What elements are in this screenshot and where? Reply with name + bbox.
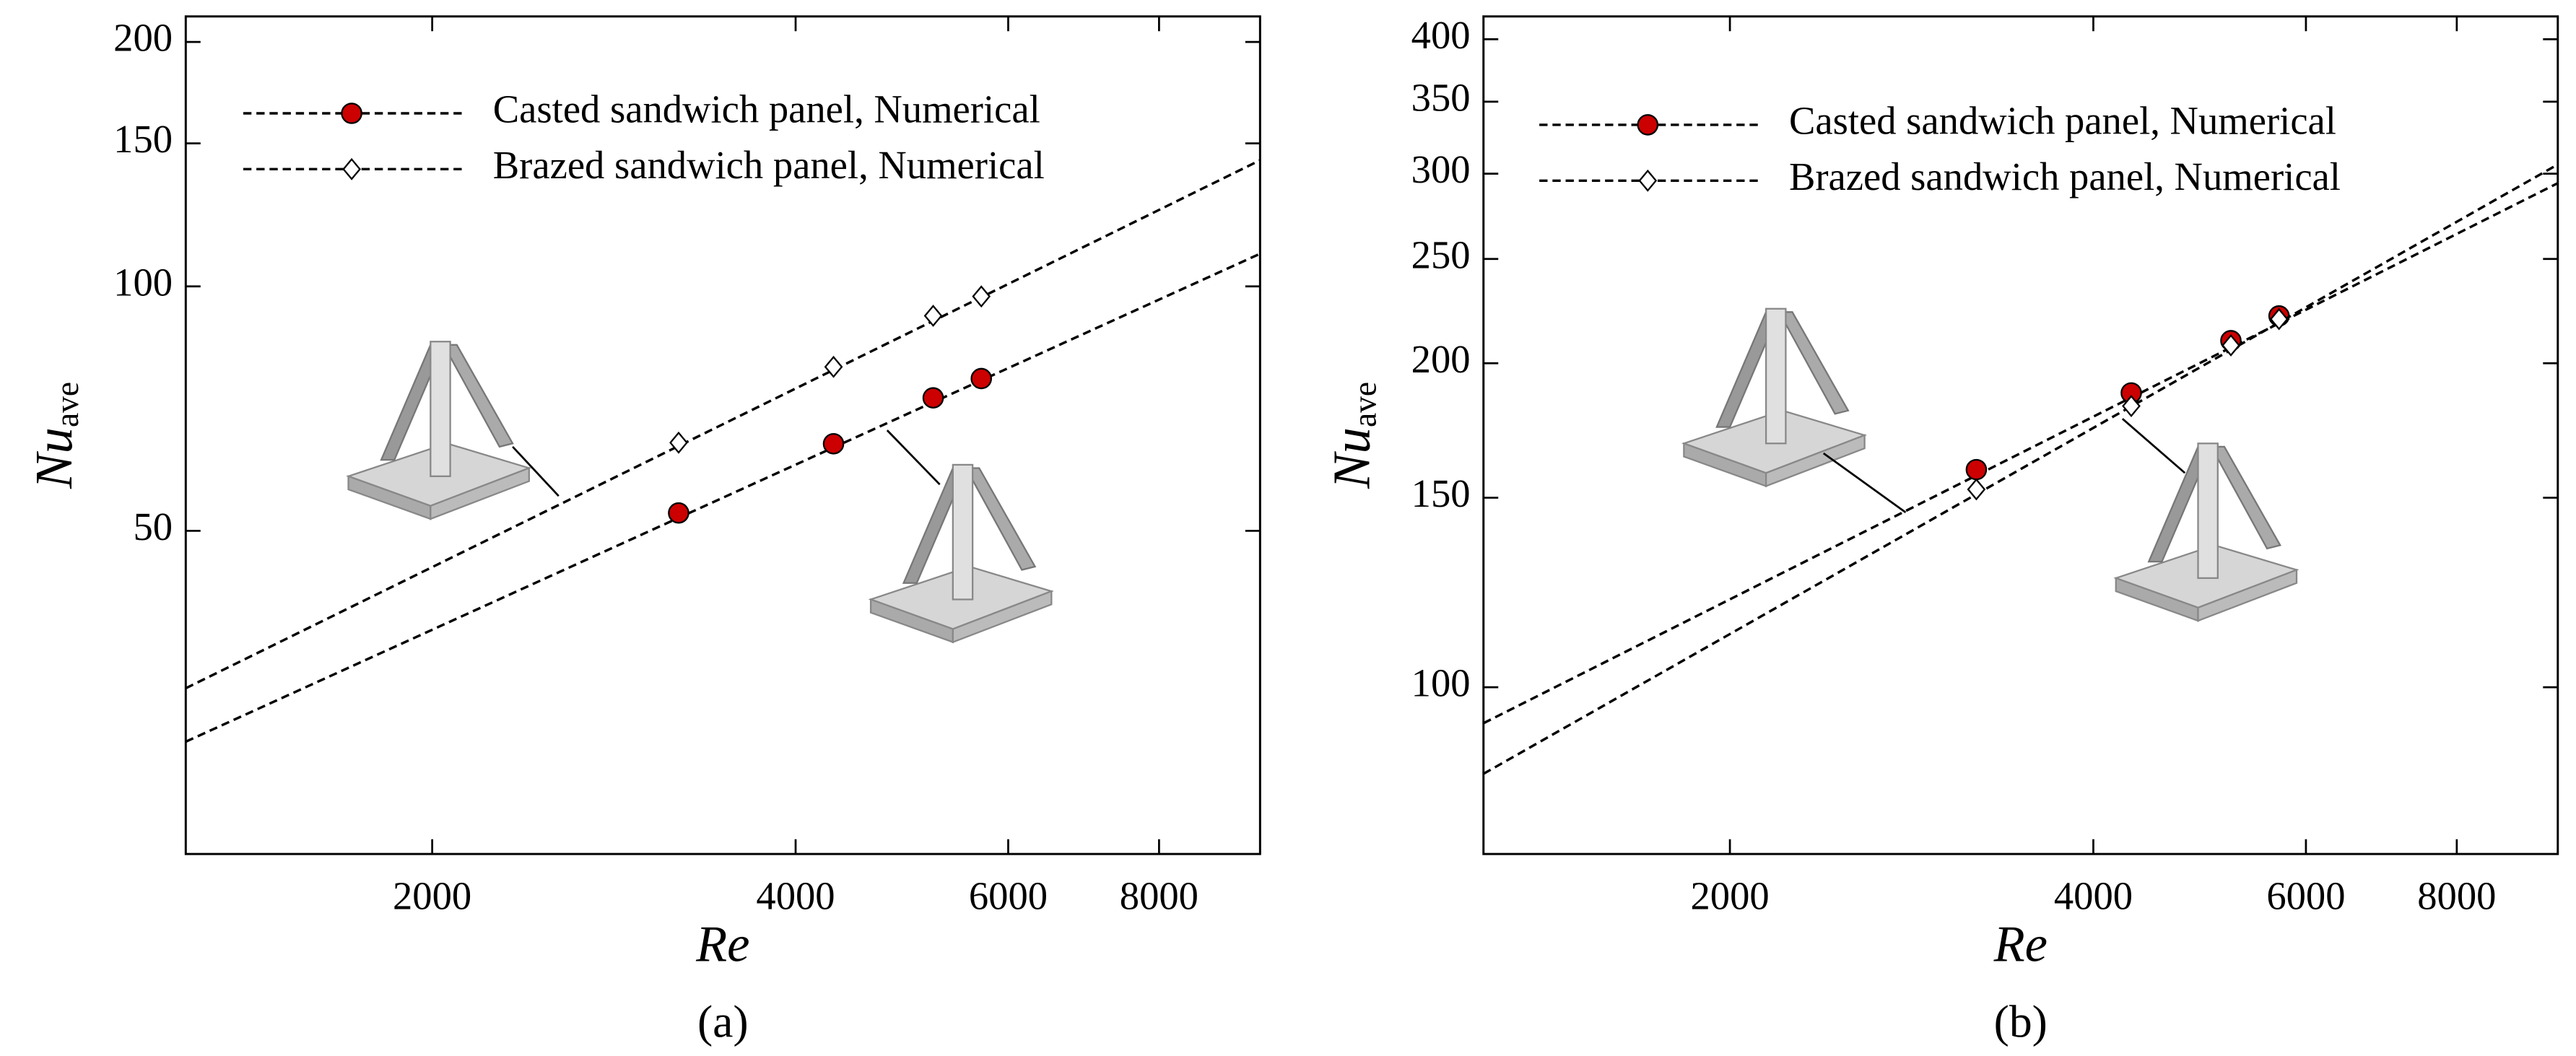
x-tick-label: 8000 (1120, 873, 1198, 917)
x-tick-label: 8000 (2417, 873, 2496, 917)
legend-label: Casted sandwich panel, Numerical (1789, 98, 2336, 142)
y-tick-label: 200 (1411, 337, 1471, 381)
y-axis-label-sub: ave (48, 382, 85, 427)
data-point (1965, 458, 1988, 481)
x-axis-label: Re (695, 916, 749, 972)
legend-marker (1637, 114, 1659, 136)
illustration (347, 307, 2298, 643)
fit-line (1482, 182, 2559, 725)
data-point (822, 433, 845, 455)
data-point (669, 431, 688, 454)
y-tick-label: 200 (113, 16, 173, 60)
data-point (824, 355, 843, 378)
y-tick-label: 50 (133, 505, 173, 549)
data-point (2122, 395, 2141, 417)
x-tick-label: 6000 (2266, 873, 2345, 917)
fit-line (185, 159, 1261, 690)
x-tick-label: 2000 (393, 873, 471, 917)
y-tick-label: 100 (113, 260, 173, 304)
y-axis-label: Nuave (1322, 382, 1383, 489)
y-axis-label-main: Nu (1322, 427, 1380, 489)
y-tick-label: 150 (113, 117, 173, 161)
fit-line (1482, 163, 2559, 775)
data-point (2269, 307, 2289, 331)
data-point (1967, 478, 1986, 501)
x-tick-label: 4000 (756, 873, 835, 917)
y-tick-label: 350 (1411, 75, 1471, 119)
data-point (972, 285, 991, 308)
y-tick-label: 150 (1411, 471, 1471, 515)
plot-frame (184, 15, 1261, 855)
legend-marker (1638, 169, 1658, 192)
legend-label: Casted sandwich panel, Numerical (493, 87, 1040, 131)
y-axis-label-sub: ave (1346, 382, 1383, 427)
legend-label: Brazed sandwich panel, Numerical (493, 143, 1045, 187)
x-axis-label: Re (1993, 916, 2048, 972)
plot-frame (1482, 15, 2559, 855)
data-point (2222, 334, 2240, 357)
data-point (923, 305, 943, 327)
legend-marker (341, 102, 362, 124)
data-point (922, 387, 944, 409)
data-point (668, 502, 689, 524)
y-tick-label: 250 (1411, 232, 1471, 276)
y-tick-label: 100 (1411, 661, 1471, 705)
y-tick-label: 300 (1411, 147, 1471, 191)
panel-label: (b) (1994, 996, 2048, 1047)
panel-label: (a) (697, 996, 749, 1047)
x-tick-label: 2000 (1690, 873, 1769, 917)
y-tick-label: 400 (1411, 13, 1471, 57)
x-tick-label: 4000 (2054, 873, 2133, 917)
legend-label: Brazed sandwich panel, Numerical (1789, 154, 2341, 198)
data-point (970, 367, 993, 390)
y-axis-label-main: Nu (25, 427, 83, 489)
legend-marker (342, 157, 361, 180)
y-axis-label: Nuave (25, 382, 86, 489)
fit-line (185, 252, 1261, 743)
x-tick-label: 6000 (969, 873, 1048, 917)
